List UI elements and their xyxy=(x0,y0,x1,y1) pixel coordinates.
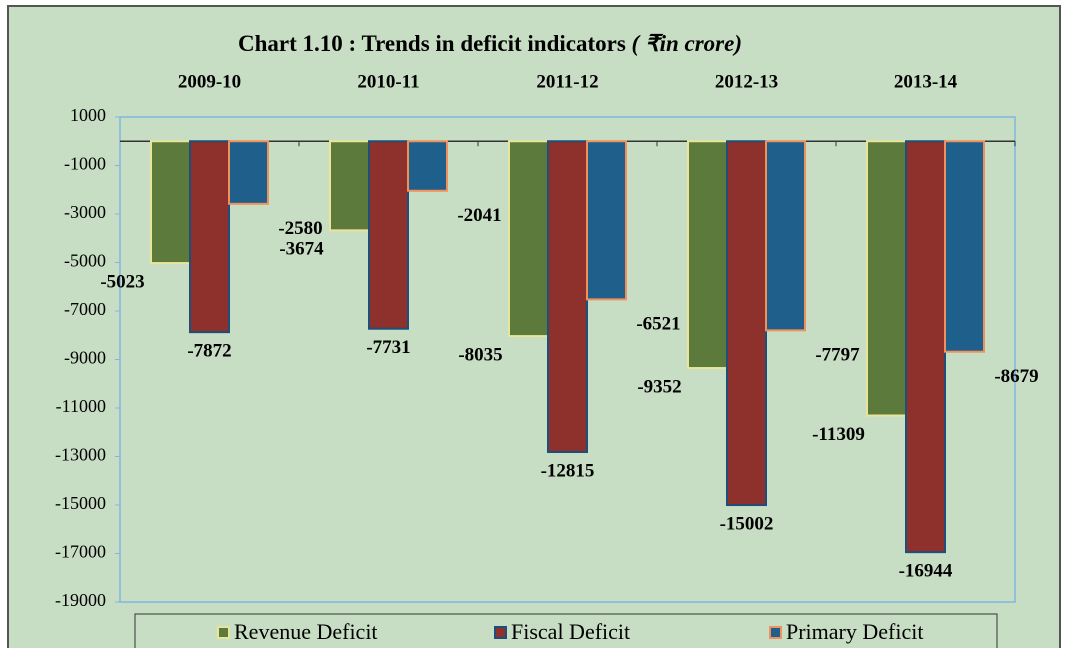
data-label: -6521 xyxy=(636,314,680,335)
legend-swatch xyxy=(769,626,782,639)
title-unit: ( ₹in crore) xyxy=(632,31,742,56)
data-label: -8035 xyxy=(458,344,502,365)
legend-box xyxy=(134,613,998,653)
chart-title: Chart 1.10 : Trends in deficit indicator… xyxy=(238,31,742,56)
y-tick-label: -1000 xyxy=(64,154,106,174)
x-category-label: 2012-13 xyxy=(715,71,778,92)
legend-label: Revenue Deficit xyxy=(234,619,378,644)
y-tick-label: 1000 xyxy=(70,105,106,125)
data-label: -7797 xyxy=(815,345,860,366)
bar xyxy=(905,140,946,554)
x-category-label: 2010-11 xyxy=(357,71,419,92)
y-tick-label: -9000 xyxy=(64,348,106,368)
x-category-label: 2009-10 xyxy=(178,71,241,92)
legend-swatch xyxy=(217,626,230,639)
bar xyxy=(547,140,588,454)
y-tick-label: -19000 xyxy=(55,590,106,610)
y-tick-label: -15000 xyxy=(55,493,106,513)
bar xyxy=(866,140,907,417)
bar xyxy=(944,140,985,353)
bar xyxy=(508,140,549,338)
data-label: -11309 xyxy=(812,424,865,445)
data-label: -9352 xyxy=(637,376,681,397)
bar xyxy=(586,140,627,301)
bar xyxy=(687,140,728,370)
data-label: -5023 xyxy=(100,271,144,292)
y-tick-label: -5000 xyxy=(64,251,106,271)
data-label: -12815 xyxy=(541,460,595,481)
y-tick-label: -3000 xyxy=(64,202,106,222)
bar xyxy=(228,140,269,205)
legend-label: Primary Deficit xyxy=(786,619,923,644)
data-label: -2580 xyxy=(278,218,322,239)
y-tick-label: -17000 xyxy=(55,542,106,562)
x-category-label: 2013-14 xyxy=(894,71,958,92)
y-tick-label: -7000 xyxy=(64,299,106,319)
data-label: -2041 xyxy=(457,205,501,226)
data-label: -7731 xyxy=(366,337,410,358)
y-tick-label: -13000 xyxy=(55,445,106,465)
y-tick-label: -11000 xyxy=(56,396,106,416)
bar xyxy=(150,140,191,265)
bar xyxy=(329,140,370,232)
legend-swatch xyxy=(494,626,507,639)
title-text: Chart 1.10 : Trends in deficit indicator… xyxy=(238,31,626,56)
bar xyxy=(726,140,767,507)
data-label: -3674 xyxy=(279,239,324,260)
bar xyxy=(765,140,806,332)
x-category-label: 2011-12 xyxy=(536,71,598,92)
data-label: -16944 xyxy=(899,561,953,582)
data-label: -8679 xyxy=(994,366,1038,387)
bar xyxy=(368,140,409,330)
bar xyxy=(189,140,230,334)
data-label: -7872 xyxy=(187,341,231,362)
legend-label: Fiscal Deficit xyxy=(511,619,630,644)
data-label: -15002 xyxy=(720,513,774,534)
bar xyxy=(407,140,448,192)
